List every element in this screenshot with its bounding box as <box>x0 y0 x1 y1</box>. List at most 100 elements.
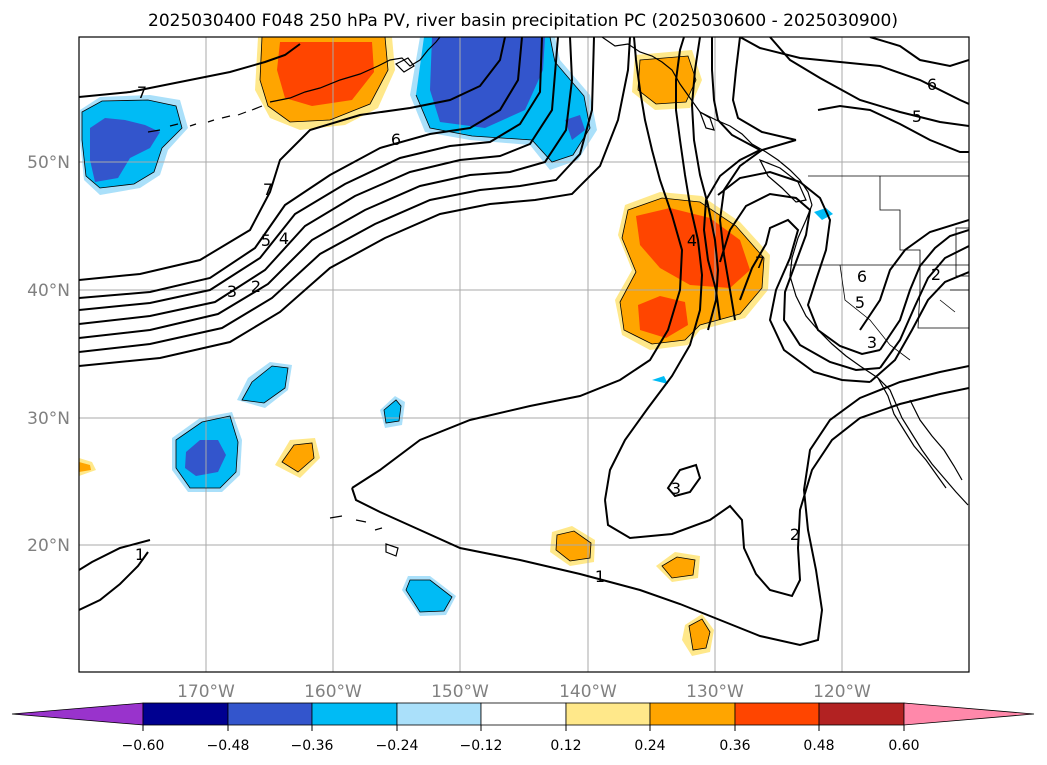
precip-shade-bc-coast <box>638 56 696 104</box>
pv-contour-trough-axis-2 <box>718 37 797 321</box>
alaska-peninsula <box>269 37 441 103</box>
colorbar-extend-low <box>11 702 144 726</box>
colorbar-extend-high <box>903 702 1035 726</box>
lon-label: 120°W <box>813 682 871 702</box>
precip-shade-gulf-alaska <box>277 42 374 106</box>
figure-title: 2025030400 F048 250 hPa PV, river basin … <box>148 11 898 31</box>
pv-label: 3 <box>227 282 237 301</box>
lon-label: 140°W <box>559 682 617 702</box>
political-boundaries <box>788 175 969 361</box>
pv-contour-trough-axis-1 <box>702 37 761 321</box>
pv-label: 2 <box>251 277 261 296</box>
lon-label: 130°W <box>686 682 744 702</box>
pv-contour-2 <box>79 37 595 353</box>
pv-contour-ridge-east-2 <box>879 245 969 369</box>
bc-alaska-panhandle <box>601 37 813 206</box>
colorbar-tick-label: −0.48 <box>207 738 250 754</box>
precip-shade-western-aleutians <box>90 118 160 182</box>
hawaii-islands <box>329 515 399 557</box>
colorbar-tick-label: 0.24 <box>634 738 665 754</box>
us-west-coast <box>789 204 969 506</box>
pv-label: 1 <box>135 545 145 564</box>
pv-contour-2-jet <box>79 37 631 367</box>
precip-shade-central-pacific <box>814 208 833 220</box>
pv-contour-ridge-east-4 <box>859 219 969 331</box>
precip-shade-gulf-alaska-neg <box>565 115 585 140</box>
pv-contour-6 <box>79 37 523 299</box>
lon-label: 160°W <box>304 682 362 702</box>
colorbar <box>11 702 1035 726</box>
pv-label: 4 <box>687 231 697 250</box>
precip-shade-central-pacific <box>652 376 668 384</box>
pv-contour-2-cutoff <box>604 37 704 501</box>
pv-label: 2 <box>931 265 941 284</box>
pv-contour-ne-6 <box>739 37 969 105</box>
colorbar-bin <box>227 702 313 726</box>
colorbar-tick-labels: −0.60 −0.48 −0.36 −0.24 −0.12 0.12 0.24 … <box>122 738 920 754</box>
map-frame <box>78 36 970 673</box>
pv-label: 5 <box>912 107 922 126</box>
precip-shade-central-pacific <box>406 580 452 612</box>
lon-label: 150°W <box>431 682 489 702</box>
pv-label: 6 <box>927 75 937 94</box>
latitude-labels: 50°N 40°N 30°N 20°N <box>27 153 70 556</box>
lat-label: 30°N <box>27 409 70 429</box>
colorbar-bin <box>311 702 398 726</box>
lon-label: 170°W <box>177 682 235 702</box>
precip-shade-small <box>689 619 710 650</box>
colorbar-bin <box>649 702 736 726</box>
pv-label: 3 <box>671 479 681 498</box>
pv-contour-2-cutoff-b <box>604 387 969 598</box>
longitude-labels: 170°W 160°W 150°W 140°W 130°W 120°W <box>177 682 871 702</box>
pv-contour-1-south <box>351 365 969 647</box>
colorbar-tick-label: −0.24 <box>376 738 419 754</box>
pv-label: 7 <box>755 253 765 272</box>
colorbar-ticks <box>142 725 905 731</box>
colorbar-tick-label: 0.36 <box>719 738 750 754</box>
graticule <box>79 37 969 672</box>
kodiak-island <box>394 57 415 73</box>
pv-contour-closed-low-2 <box>719 192 881 372</box>
pv-label: 3 <box>867 333 877 352</box>
pv-contour-ne-5 <box>769 37 969 127</box>
pv-contour-5 <box>79 37 543 311</box>
colorbar-tick-label: −0.36 <box>291 738 334 754</box>
pv-label: 1 <box>595 567 605 586</box>
colorbar-tick-label: −0.60 <box>122 738 165 754</box>
pv-contour-ridge-east-3 <box>869 271 969 383</box>
precip-shade-small <box>662 557 695 578</box>
colorbar-bin <box>734 702 820 726</box>
pv-contour-ridge-east-1 <box>879 229 969 351</box>
pv-contour-1-trough <box>79 539 151 611</box>
pv-label: 6 <box>857 267 867 286</box>
pv-label: 5 <box>261 231 271 250</box>
pv-label: 6 <box>391 130 401 149</box>
haida-gwaii <box>698 110 715 131</box>
lat-label: 50°N <box>27 153 70 173</box>
lat-label: 20°N <box>27 536 70 556</box>
pv-label: 4 <box>279 229 289 248</box>
pv-contour-3 <box>79 37 574 339</box>
pv-label: 2 <box>790 525 800 544</box>
lat-label: 40°N <box>27 281 70 301</box>
colorbar-bin <box>565 702 651 726</box>
colorbar-bin <box>480 702 567 726</box>
pv-contour-1-pacific <box>351 37 684 489</box>
pv-label: 7 <box>263 180 273 199</box>
pv-contour-7-west <box>79 37 506 281</box>
colorbar-tick-label: 0.48 <box>803 738 834 754</box>
precip-negative-shading <box>80 37 833 616</box>
pv-contour-ne-inner <box>817 104 969 153</box>
colorbar-bin <box>818 702 905 726</box>
pv-contour-closed-low-3 <box>739 218 871 383</box>
pv-contour-labels: 7 6 5 4 3 2 6 5 7 4 6 5 3 2 3 1 2 1 7 <box>135 75 941 586</box>
pv-contour-7-north <box>79 43 301 98</box>
precip-shade-central-pacific <box>384 400 401 423</box>
precip-shade-small <box>79 462 91 472</box>
precip-shade-gulf-alaska-neg <box>430 37 545 128</box>
pv-contour-3-closed <box>666 463 702 498</box>
colorbar-tick-label: −0.12 <box>460 738 503 754</box>
pv-contour-ne-7 <box>869 37 969 68</box>
aleutian-islands <box>147 105 263 133</box>
colorbar-tick-label: 0.60 <box>888 738 919 754</box>
